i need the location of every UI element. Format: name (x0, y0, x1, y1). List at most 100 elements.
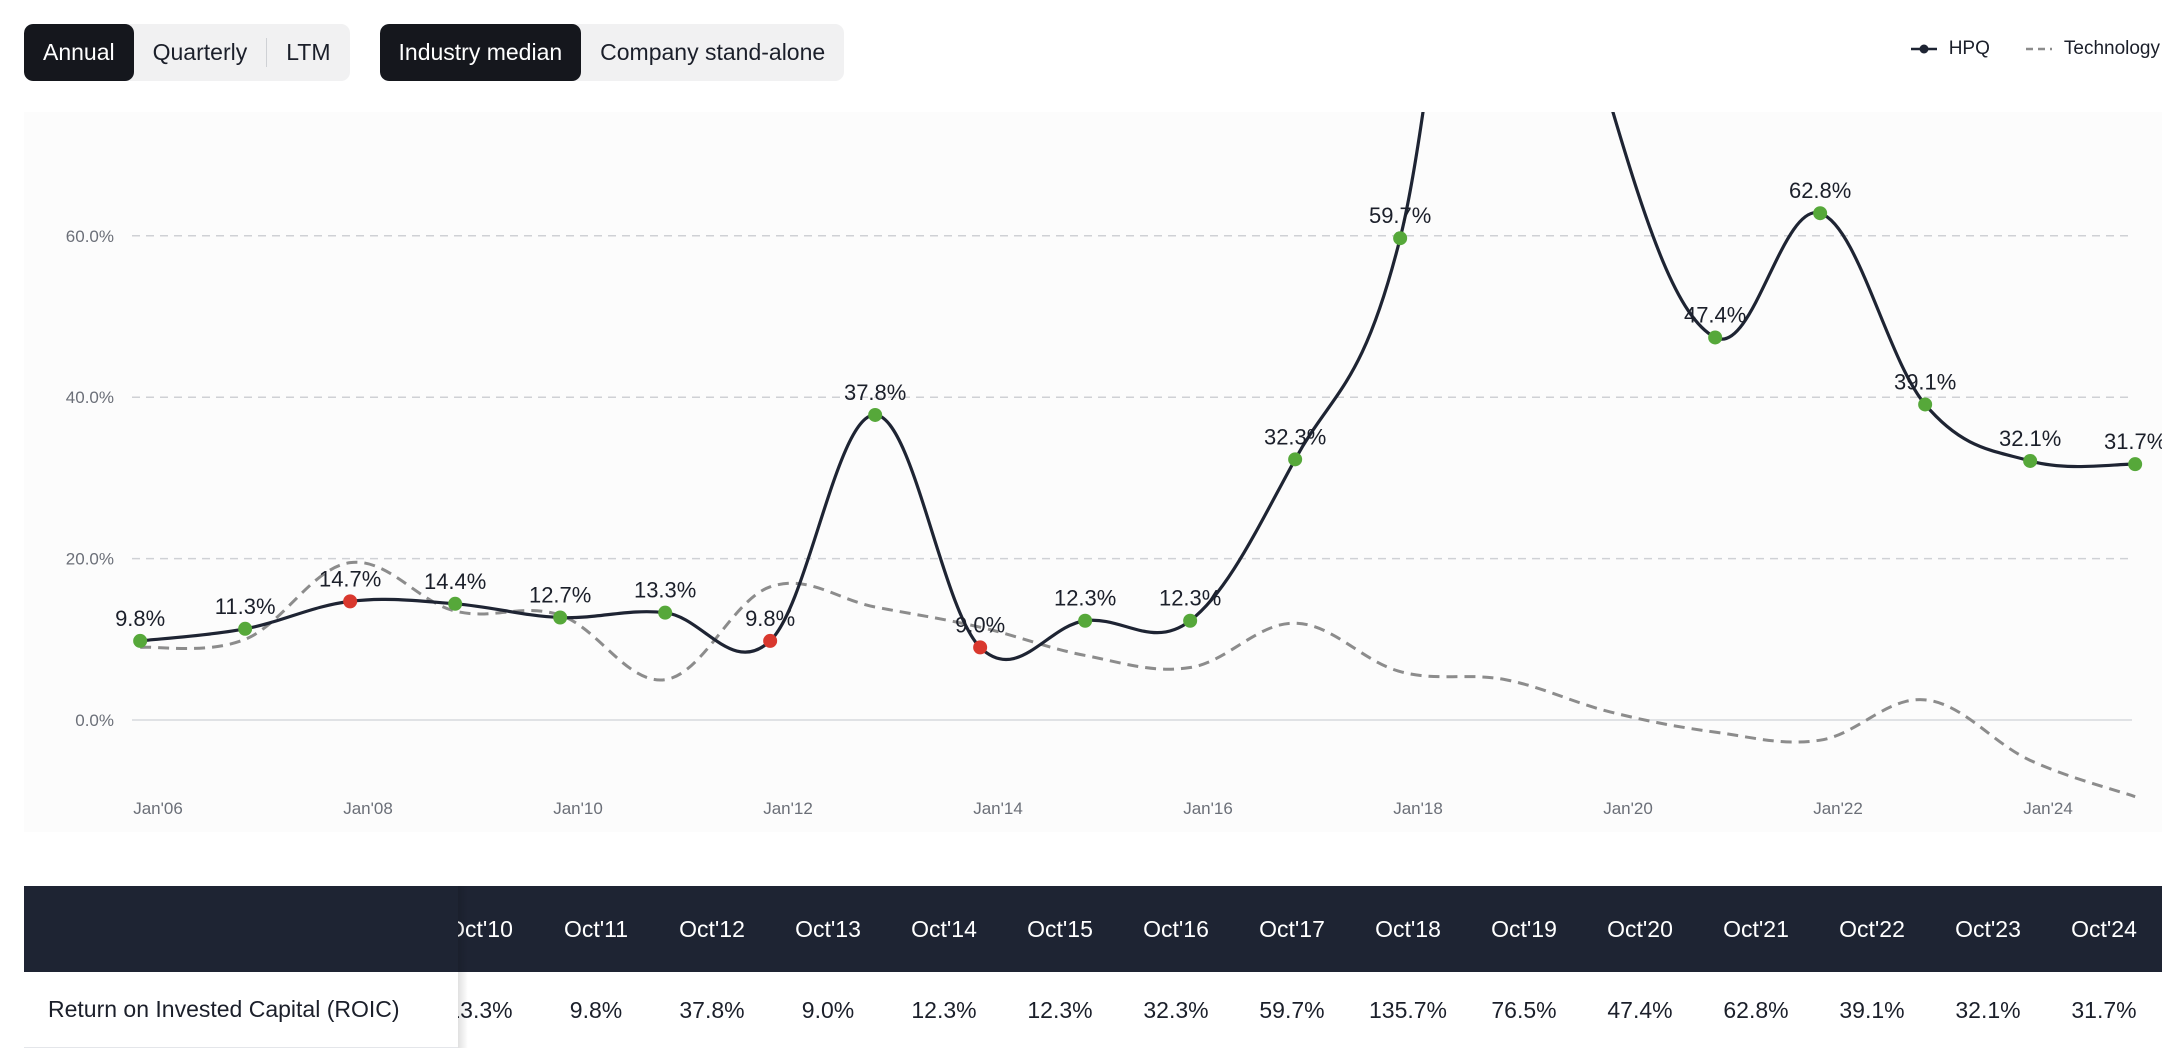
scroll-shadow (458, 886, 468, 1048)
column-header: Oct'12 (679, 915, 745, 942)
table-cell: 135.7% (1368, 996, 1447, 1023)
column-header: Oct'16 (1143, 915, 1209, 942)
table-cell: 37.8% (679, 996, 745, 1023)
y-tick-label: 20.0% (66, 550, 114, 569)
column-header: Oct'15 (1027, 915, 1093, 942)
row-label: Return on Invested Capital (ROIC) (24, 972, 458, 1048)
solid-line-marker-icon (1910, 44, 1937, 54)
chart-legend: HPQ Technology (1910, 38, 2160, 60)
column-header: Oct'13 (795, 915, 861, 942)
roic-table: Oct'10 Oct'11 Oct'12 Oct'13 Oct'14 Oct'15 Oct'… (24, 886, 2162, 1048)
x-tick-label: Jan'12 (763, 799, 813, 818)
ltm-button[interactable]: LTM (286, 39, 331, 65)
data-label: 37.8% (844, 380, 906, 405)
x-tick-label: Jan'18 (1393, 799, 1443, 818)
data-point (553, 610, 568, 625)
data-point (973, 640, 988, 655)
x-tick-label: Jan'06 (133, 799, 183, 818)
data-point (133, 633, 148, 648)
x-tick-label: Jan'22 (1813, 799, 1863, 818)
y-tick-label: 40.0% (66, 388, 114, 407)
data-label: 12.7% (529, 583, 591, 608)
data-label: 9.8% (745, 606, 795, 631)
data-point (1183, 613, 1198, 628)
data-label: 12.3% (1054, 586, 1116, 611)
column-header: Oct'22 (1839, 915, 1905, 942)
table-cell: 32.1% (1955, 996, 2021, 1023)
table-cell: 9.8% (569, 996, 623, 1023)
table-cell: 47.4% (1607, 996, 1673, 1023)
table-cell: 13.3% (447, 996, 513, 1023)
column-header: Oct'10 (447, 915, 513, 942)
legend-label-technology: Technology (2063, 38, 2160, 59)
data-label: 9.0% (955, 612, 1005, 637)
data-label: 14.7% (319, 566, 381, 591)
roic-line-chart: 0.0%20.0%40.0%60.0%80.0%100.0%120.0%Jan'… (66, 112, 2162, 818)
data-point (448, 596, 463, 611)
column-header: Oct'18 (1375, 915, 1441, 942)
data-point (868, 407, 883, 422)
mode-toggle: Industry median Company stand-alone (379, 24, 845, 81)
toolbar: Annual Quarterly LTM Industry median Com… (24, 24, 845, 81)
table-cell: 9.0% (801, 996, 855, 1023)
y-tick-label: 0.0% (75, 711, 114, 730)
data-label: 12.3% (1159, 586, 1221, 611)
table-cell: 76.5% (1491, 996, 1557, 1023)
dashed-line-icon (2025, 47, 2052, 51)
data-label: 31.7% (2104, 429, 2162, 454)
table-cell: 59.7% (1259, 996, 1325, 1023)
data-point (1078, 613, 1093, 628)
column-header: Oct'14 (911, 915, 977, 942)
x-tick-label: Jan'14 (973, 799, 1023, 818)
technology-median-line (140, 560, 2136, 799)
data-label: 39.1% (1894, 369, 1956, 394)
chart-area: 0.0%20.0%40.0%60.0%80.0%100.0%120.0%Jan'… (24, 112, 2162, 832)
table-cell: 31.7% (2071, 996, 2137, 1023)
table-cell: 39.1% (1839, 996, 1905, 1023)
x-tick-label: Jan'10 (553, 799, 603, 818)
column-header: Oct'20 (1607, 915, 1673, 942)
legend-label-hpq: HPQ (1948, 38, 1990, 59)
table-cell: 12.3% (911, 996, 977, 1023)
data-point (1393, 231, 1408, 246)
data-point (343, 594, 358, 609)
column-header: Oct'11 (563, 915, 629, 942)
data-point (1288, 452, 1303, 467)
legend-item-hpq[interactable]: HPQ (1910, 38, 1990, 60)
company-standalone-button[interactable]: Company stand-alone (600, 39, 826, 65)
annual-button[interactable]: Annual (24, 24, 134, 81)
data-point (658, 605, 673, 620)
data-label: 62.8% (1789, 178, 1851, 203)
data-label: 59.7% (1369, 203, 1431, 228)
y-tick-label: 60.0% (66, 227, 114, 246)
x-tick-label: Jan'20 (1603, 799, 1653, 818)
data-label: 32.3% (1264, 424, 1326, 449)
data-label: 9.8% (115, 606, 165, 631)
divider (266, 38, 268, 67)
data-label: 32.1% (1999, 426, 2061, 451)
data-label: 14.4% (424, 569, 486, 594)
table-cell: 12.3% (1027, 996, 1093, 1023)
column-header: Oct'24 (2071, 915, 2137, 942)
table-cell: 62.8% (1723, 996, 1789, 1023)
column-header: Oct'23 (1955, 915, 2021, 942)
quarterly-button[interactable]: Quarterly (152, 39, 248, 65)
data-point (1813, 206, 1828, 221)
column-header: Oct'17 (1259, 915, 1325, 942)
x-tick-label: Jan'24 (2023, 799, 2073, 818)
data-label: 47.4% (1684, 302, 1746, 327)
data-point (2128, 457, 2143, 472)
data-label: 11.3% (215, 594, 276, 619)
data-point (238, 621, 253, 636)
x-tick-label: Jan'08 (343, 799, 393, 818)
data-point (763, 633, 778, 648)
period-toggle: Annual Quarterly LTM (24, 24, 350, 81)
sticky-column: Return on Invested Capital (ROIC) (24, 886, 458, 1048)
legend-item-technology[interactable]: Technology (2025, 38, 2160, 60)
table-cell: 32.3% (1143, 996, 1209, 1023)
column-header: Oct'19 (1491, 915, 1557, 942)
industry-median-button[interactable]: Industry median (379, 24, 582, 81)
sticky-header-cell (24, 886, 458, 972)
column-header: Oct'21 (1723, 915, 1789, 942)
data-point (2023, 453, 2038, 468)
